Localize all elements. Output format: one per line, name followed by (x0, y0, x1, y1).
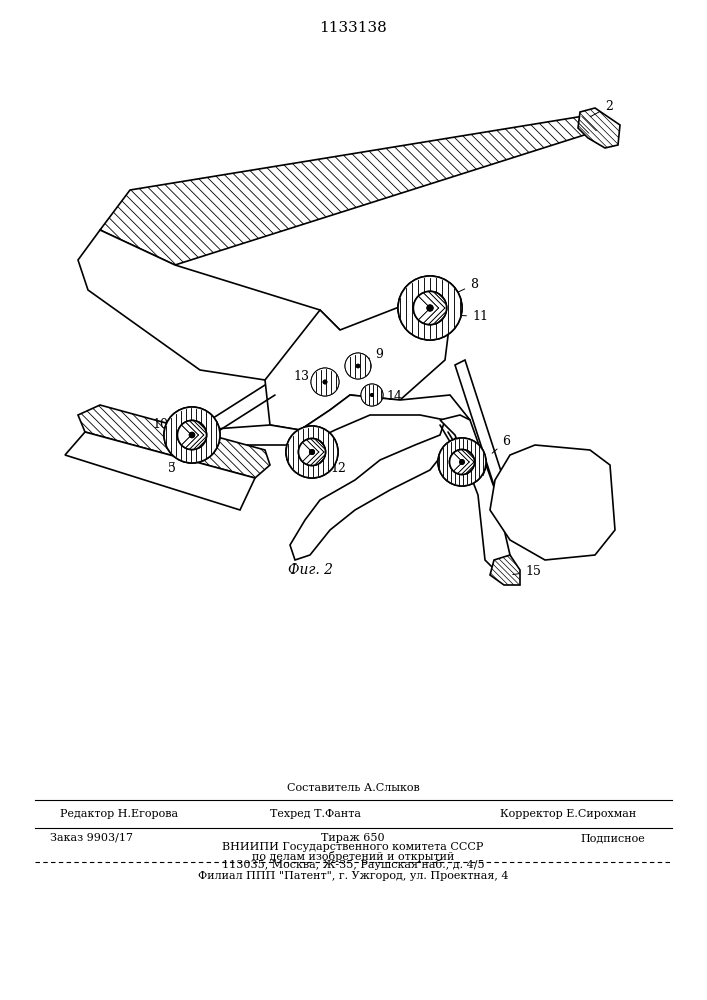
Text: 5: 5 (168, 462, 176, 475)
Circle shape (370, 394, 373, 396)
Polygon shape (455, 360, 520, 535)
Text: 6: 6 (492, 435, 510, 453)
Circle shape (286, 426, 338, 478)
Text: 10: 10 (152, 418, 175, 435)
Circle shape (177, 420, 206, 450)
Circle shape (427, 305, 433, 311)
Polygon shape (100, 115, 600, 265)
Text: 1133138: 1133138 (319, 21, 387, 35)
Polygon shape (490, 445, 615, 560)
Circle shape (450, 450, 474, 474)
Text: ВНИИПИ Государственного комитета СССР: ВНИИПИ Государственного комитета СССР (222, 842, 484, 852)
Polygon shape (440, 415, 515, 575)
Polygon shape (200, 395, 470, 560)
Circle shape (177, 420, 206, 450)
Text: 11: 11 (455, 310, 488, 323)
Polygon shape (490, 555, 520, 585)
Circle shape (361, 384, 383, 406)
Text: Техред Т.Фанта: Техред Т.Фанта (270, 809, 361, 819)
Text: 12: 12 (322, 461, 346, 475)
Polygon shape (78, 230, 340, 380)
Circle shape (356, 364, 360, 368)
Circle shape (438, 438, 486, 486)
Circle shape (311, 368, 339, 396)
Circle shape (189, 432, 194, 438)
Text: Корректор Е.Сирохман: Корректор Е.Сирохман (500, 809, 636, 819)
Text: по делам изобретений и открытий: по делам изобретений и открытий (252, 850, 454, 861)
Circle shape (323, 380, 327, 384)
Text: 14: 14 (375, 390, 402, 403)
Circle shape (438, 438, 486, 486)
Text: Филиал ППП "Патент", г. Ужгород, ул. Проектная, 4: Филиал ППП "Патент", г. Ужгород, ул. Про… (198, 871, 508, 881)
Circle shape (414, 291, 447, 325)
Text: Редактор Н.Егорова: Редактор Н.Егорова (60, 809, 178, 819)
Circle shape (164, 407, 220, 463)
Text: 15: 15 (513, 565, 541, 578)
Circle shape (298, 438, 325, 466)
Circle shape (345, 353, 371, 379)
Circle shape (164, 407, 220, 463)
Circle shape (189, 432, 194, 438)
Text: Подписное: Подписное (580, 833, 645, 843)
Circle shape (460, 460, 464, 464)
Polygon shape (578, 108, 620, 148)
Text: Тираж 650: Тираж 650 (321, 833, 385, 843)
Polygon shape (65, 432, 255, 510)
Circle shape (356, 364, 360, 368)
Circle shape (311, 368, 339, 396)
Circle shape (460, 460, 464, 464)
Polygon shape (265, 295, 450, 430)
Circle shape (414, 291, 447, 325)
Circle shape (370, 394, 373, 396)
Circle shape (310, 450, 315, 454)
Circle shape (398, 276, 462, 340)
Text: Составитель А.Слыков: Составитель А.Слыков (286, 783, 419, 793)
Circle shape (298, 438, 325, 466)
Circle shape (361, 384, 383, 406)
Text: 8: 8 (455, 278, 478, 294)
Text: 13: 13 (293, 370, 315, 383)
Text: 2: 2 (590, 100, 613, 117)
Circle shape (398, 276, 462, 340)
Circle shape (310, 450, 315, 454)
Text: 7: 7 (464, 466, 488, 479)
Text: Заказ 9903/17: Заказ 9903/17 (50, 833, 133, 843)
Circle shape (427, 305, 433, 311)
Text: 9: 9 (363, 348, 383, 361)
Text: 113035, Москва, Ж-35, Раушская наб., д. 4/5: 113035, Москва, Ж-35, Раушская наб., д. … (222, 859, 484, 870)
Circle shape (345, 353, 371, 379)
Text: Фиг. 2: Фиг. 2 (288, 563, 332, 577)
Polygon shape (78, 405, 270, 478)
Circle shape (323, 380, 327, 384)
Circle shape (286, 426, 338, 478)
Circle shape (450, 450, 474, 474)
